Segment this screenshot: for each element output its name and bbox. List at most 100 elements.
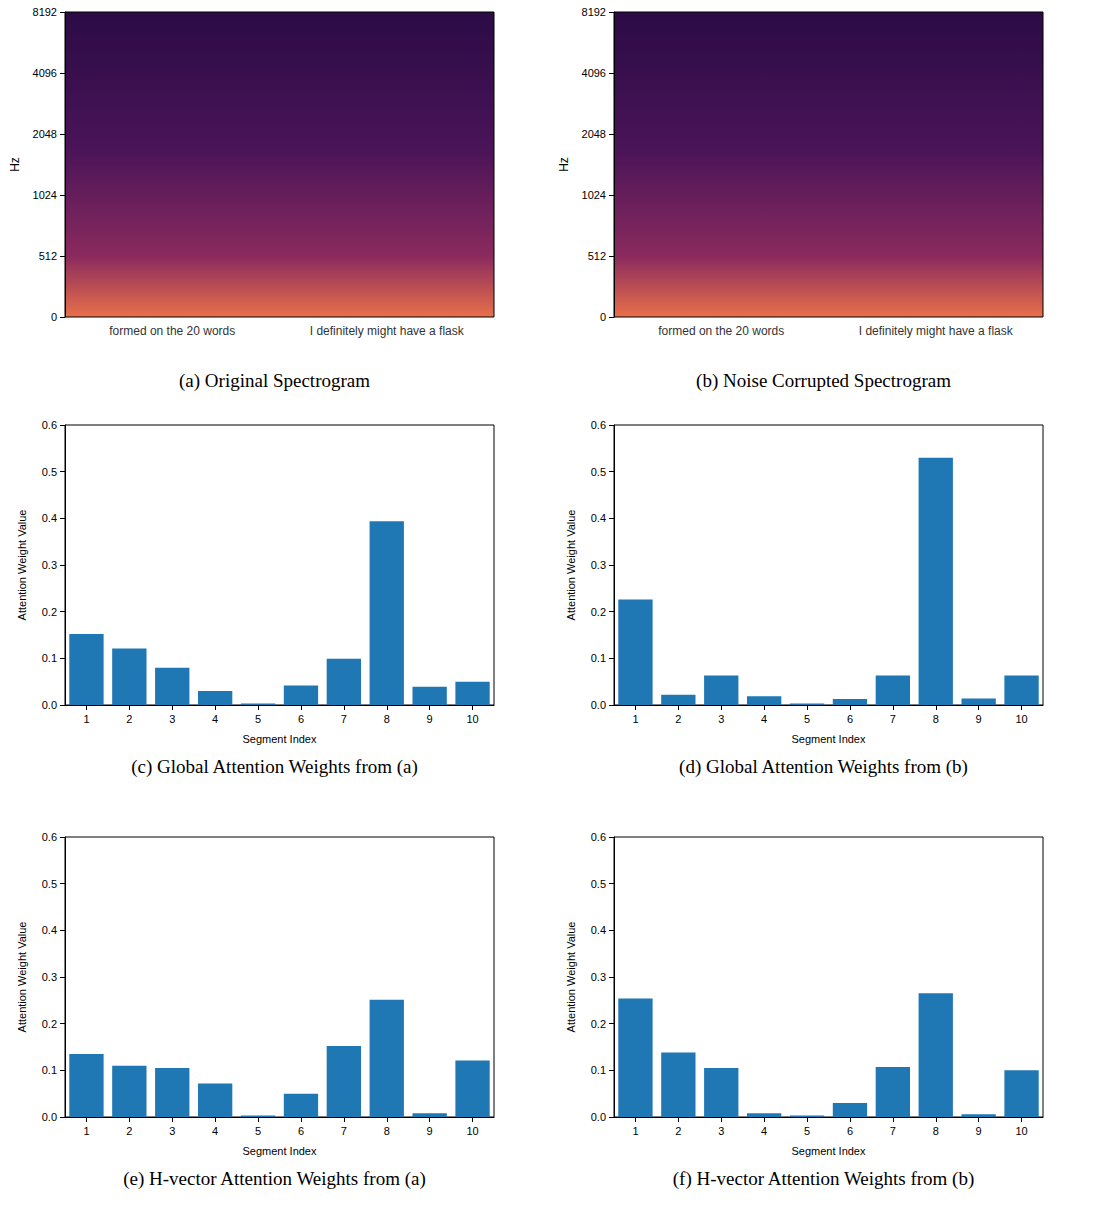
svg-text:5: 5: [255, 1125, 261, 1137]
svg-text:6: 6: [847, 1125, 853, 1137]
svg-text:formed on the 20 words: formed on the 20 words: [658, 324, 784, 338]
svg-text:(a) Original Spectrogram: (a) Original Spectrogram: [179, 370, 370, 392]
svg-text:7: 7: [341, 713, 347, 725]
svg-text:3: 3: [169, 713, 175, 725]
svg-text:Hz: Hz: [8, 157, 22, 172]
svg-text:0.0: 0.0: [591, 1111, 606, 1123]
svg-text:8: 8: [933, 713, 939, 725]
svg-text:0.3: 0.3: [42, 971, 57, 983]
svg-text:8: 8: [384, 1125, 390, 1137]
svg-text:Segment Index: Segment Index: [243, 733, 317, 745]
svg-text:Segment Index: Segment Index: [243, 1145, 317, 1157]
svg-text:Attention Weight Value: Attention Weight Value: [16, 922, 28, 1033]
svg-text:7: 7: [341, 1125, 347, 1137]
svg-text:7: 7: [890, 713, 896, 725]
svg-text:Attention Weight Value: Attention Weight Value: [16, 510, 28, 621]
svg-text:5: 5: [255, 713, 261, 725]
svg-text:0.2: 0.2: [591, 606, 606, 618]
svg-text:I definitely might have a flas: I definitely might have a flask: [859, 324, 1014, 338]
svg-text:4: 4: [761, 713, 767, 725]
svg-text:0.1: 0.1: [42, 1064, 57, 1076]
svg-text:3: 3: [718, 1125, 724, 1137]
svg-text:Attention Weight Value: Attention Weight Value: [565, 510, 577, 621]
svg-text:0.1: 0.1: [591, 1064, 606, 1076]
svg-text:0.2: 0.2: [42, 1018, 57, 1030]
svg-text:Segment Index: Segment Index: [792, 733, 866, 745]
svg-text:0.4: 0.4: [591, 924, 606, 936]
svg-text:2048: 2048: [582, 128, 606, 140]
svg-text:8192: 8192: [33, 6, 57, 18]
svg-text:0.5: 0.5: [42, 878, 57, 890]
svg-text:0.0: 0.0: [42, 699, 57, 711]
svg-text:1024: 1024: [582, 189, 606, 201]
svg-text:0.5: 0.5: [591, 466, 606, 478]
svg-text:1: 1: [83, 1125, 89, 1137]
svg-text:3: 3: [718, 713, 724, 725]
svg-text:4: 4: [761, 1125, 767, 1137]
svg-text:4096: 4096: [582, 67, 606, 79]
svg-text:(f) H-vector Attention Weights: (f) H-vector Attention Weights from (b): [673, 1168, 975, 1190]
svg-text:512: 512: [588, 250, 606, 262]
svg-text:10: 10: [1015, 1125, 1027, 1137]
svg-text:0.4: 0.4: [42, 512, 57, 524]
svg-text:1: 1: [83, 713, 89, 725]
svg-text:1024: 1024: [33, 189, 57, 201]
svg-text:10: 10: [1015, 713, 1027, 725]
svg-text:(d) Global Attention Weights f: (d) Global Attention Weights from (b): [679, 756, 968, 778]
svg-text:0.0: 0.0: [591, 699, 606, 711]
svg-text:9: 9: [976, 1125, 982, 1137]
svg-text:(c) Global Attention Weights f: (c) Global Attention Weights from (a): [131, 756, 418, 778]
svg-text:2: 2: [675, 1125, 681, 1137]
svg-text:1: 1: [632, 1125, 638, 1137]
svg-text:6: 6: [298, 1125, 304, 1137]
svg-text:5: 5: [804, 1125, 810, 1137]
svg-text:8192: 8192: [582, 6, 606, 18]
svg-text:I definitely might have a flas: I definitely might have a flask: [310, 324, 465, 338]
svg-text:10: 10: [466, 713, 478, 725]
svg-text:0.1: 0.1: [42, 652, 57, 664]
svg-text:0.5: 0.5: [591, 878, 606, 890]
svg-text:formed on the 20 words: formed on the 20 words: [109, 324, 235, 338]
svg-text:9: 9: [427, 713, 433, 725]
svg-text:8: 8: [933, 1125, 939, 1137]
svg-text:0.3: 0.3: [591, 559, 606, 571]
svg-text:9: 9: [427, 1125, 433, 1137]
svg-text:0.5: 0.5: [42, 466, 57, 478]
svg-text:0.2: 0.2: [42, 606, 57, 618]
svg-text:Segment Index: Segment Index: [792, 1145, 866, 1157]
svg-text:0.6: 0.6: [42, 831, 57, 843]
svg-text:0.0: 0.0: [42, 1111, 57, 1123]
svg-text:8: 8: [384, 713, 390, 725]
svg-text:0: 0: [600, 311, 606, 323]
svg-text:6: 6: [847, 713, 853, 725]
svg-text:2: 2: [126, 713, 132, 725]
svg-text:Attention Weight Value: Attention Weight Value: [565, 922, 577, 1033]
svg-text:0.3: 0.3: [42, 559, 57, 571]
svg-text:3: 3: [169, 1125, 175, 1137]
svg-text:2: 2: [675, 713, 681, 725]
svg-text:0.3: 0.3: [591, 971, 606, 983]
svg-text:0.1: 0.1: [591, 652, 606, 664]
svg-text:4: 4: [212, 713, 218, 725]
svg-text:0.6: 0.6: [591, 419, 606, 431]
svg-text:Hz: Hz: [557, 157, 571, 172]
svg-text:0.4: 0.4: [591, 512, 606, 524]
svg-text:10: 10: [466, 1125, 478, 1137]
svg-text:4: 4: [212, 1125, 218, 1137]
svg-text:(e) H-vector Attention Weights: (e) H-vector Attention Weights from (a): [123, 1168, 426, 1190]
svg-text:9: 9: [976, 713, 982, 725]
svg-text:6: 6: [298, 713, 304, 725]
svg-text:7: 7: [890, 1125, 896, 1137]
svg-text:4096: 4096: [33, 67, 57, 79]
svg-text:(b) Noise Corrupted Spectrogra: (b) Noise Corrupted Spectrogram: [696, 370, 951, 392]
svg-text:0: 0: [51, 311, 57, 323]
svg-text:2: 2: [126, 1125, 132, 1137]
svg-text:0.4: 0.4: [42, 924, 57, 936]
svg-text:5: 5: [804, 713, 810, 725]
svg-text:2048: 2048: [33, 128, 57, 140]
svg-text:0.2: 0.2: [591, 1018, 606, 1030]
svg-text:0.6: 0.6: [591, 831, 606, 843]
svg-text:0.6: 0.6: [42, 419, 57, 431]
svg-text:512: 512: [39, 250, 57, 262]
svg-text:1: 1: [632, 713, 638, 725]
